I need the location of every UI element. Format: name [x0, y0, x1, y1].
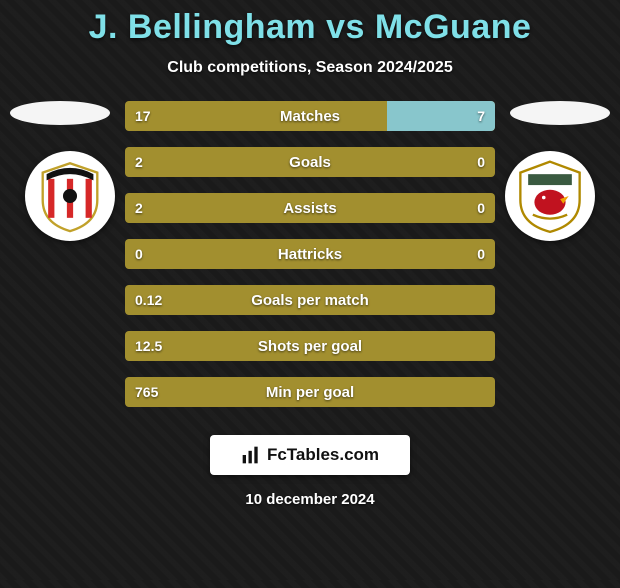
stat-bars: 17Matches72Goals02Assists00Hattricks00.1… [125, 101, 495, 407]
stat-row: 12.5Shots per goal [125, 331, 495, 361]
stat-row: 0Hattricks0 [125, 239, 495, 269]
stat-label: Hattricks [125, 246, 495, 263]
stat-value-right: 0 [477, 246, 485, 262]
stat-label: Matches [125, 108, 495, 125]
bristol-city-crest-icon [511, 157, 589, 235]
stat-row: 17Matches7 [125, 101, 495, 131]
stat-row: 0.12Goals per match [125, 285, 495, 315]
club-crest-left [25, 151, 115, 241]
player-left-silhouette [10, 101, 110, 125]
stat-value-right: 0 [477, 200, 485, 216]
player-right-silhouette [510, 101, 610, 125]
footer-date: 10 december 2024 [0, 491, 620, 508]
stat-row: 2Assists0 [125, 193, 495, 223]
brand-logo: FcTables.com [210, 435, 410, 475]
stat-value-right: 0 [477, 154, 485, 170]
stat-row: 2Goals0 [125, 147, 495, 177]
stat-label: Assists [125, 200, 495, 217]
subtitle: Club competitions, Season 2024/2025 [0, 59, 620, 77]
stat-row: 765Min per goal [125, 377, 495, 407]
club-crest-right [505, 151, 595, 241]
stat-label: Goals [125, 154, 495, 171]
stat-label: Shots per goal [125, 338, 495, 355]
page-title: J. Bellingham vs McGuane [0, 8, 620, 47]
brand-text: FcTables.com [267, 445, 379, 465]
sunderland-crest-icon [31, 157, 109, 235]
chart-icon [241, 445, 261, 465]
stat-label: Min per goal [125, 384, 495, 401]
stat-value-right: 7 [477, 108, 485, 124]
comparison-stage: 17Matches72Goals02Assists00Hattricks00.1… [0, 101, 620, 407]
stat-label: Goals per match [125, 292, 495, 309]
